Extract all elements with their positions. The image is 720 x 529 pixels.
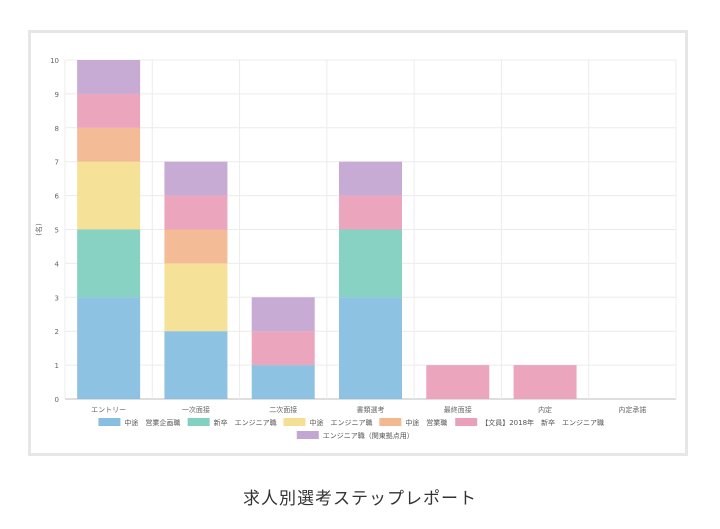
bar-segment bbox=[164, 263, 228, 332]
bar-segment bbox=[513, 365, 577, 399]
legend-swatch bbox=[455, 418, 478, 426]
bar-segment bbox=[339, 195, 402, 230]
y-tick-label: 3 bbox=[55, 294, 59, 302]
bar-segment bbox=[251, 365, 315, 399]
legend-label: 【文員】2018年 新卒 エンジニア職 bbox=[481, 418, 604, 427]
bars bbox=[77, 60, 577, 399]
y-tick-label: 5 bbox=[55, 227, 59, 235]
legend-label: 中途 営業職 bbox=[405, 418, 447, 427]
legend-swatch bbox=[98, 418, 121, 426]
legend-swatch bbox=[296, 431, 319, 439]
legend-label: 中途 エンジニア職 bbox=[309, 418, 372, 427]
y-tick-label: 7 bbox=[55, 159, 59, 167]
x-tick-label: 二次面接 bbox=[269, 405, 297, 414]
bar-segment bbox=[164, 331, 228, 399]
legend-swatch bbox=[187, 418, 210, 426]
legend-label: 新卒 エンジニア職 bbox=[214, 418, 277, 427]
page-caption: 求人別選考ステップレポート bbox=[243, 489, 477, 509]
y-tick-label: 8 bbox=[55, 125, 59, 133]
bar-segment bbox=[164, 229, 228, 264]
legend: 中途 営業企画職 新卒 エンジニア職 中途 エンジニア職 中途 営業職 【文員】2018… bbox=[98, 418, 604, 440]
bar-segment bbox=[426, 365, 490, 399]
bar-segment bbox=[251, 297, 315, 332]
bar-segment bbox=[77, 229, 141, 298]
bar-segment bbox=[339, 161, 402, 196]
y-tick-label: 1 bbox=[55, 362, 59, 370]
legend-label: 中途 営業企画職 bbox=[124, 418, 180, 427]
bar-segment bbox=[77, 60, 141, 94]
bar-segment bbox=[77, 127, 141, 162]
legend-swatch bbox=[379, 418, 402, 426]
y-tick-label: 4 bbox=[55, 260, 60, 268]
legend-label: エンジニア職（関東拠点用） bbox=[323, 431, 414, 440]
x-tick-label: 内定 bbox=[538, 405, 552, 414]
x-tick-label: 内定承諾 bbox=[618, 405, 646, 414]
bar-segment bbox=[77, 93, 141, 128]
bar-segment bbox=[164, 161, 228, 196]
axes: 0 1 2 3 4 5 6 7 8 9 10 エントリー 一次面接 二次面接 書類選考 最終面接 内定 内定承諾 bbox=[50, 57, 646, 414]
bar-segment bbox=[339, 229, 402, 298]
y-axis-label: (名) bbox=[34, 223, 43, 236]
y-tick-label: 0 bbox=[55, 396, 59, 404]
x-tick-label: 書類選考 bbox=[357, 405, 385, 414]
bar-segment bbox=[339, 297, 402, 399]
bar-segment bbox=[77, 161, 141, 230]
x-tick-label: 一次面接 bbox=[182, 405, 210, 414]
y-tick-label: 9 bbox=[55, 91, 59, 99]
bar-segment bbox=[164, 195, 228, 230]
x-tick-label: 最終面接 bbox=[444, 405, 472, 414]
bar-segment bbox=[77, 297, 141, 399]
bar-segment bbox=[251, 331, 315, 366]
y-tick-label: 2 bbox=[55, 328, 59, 336]
chart-card: 0 1 2 3 4 5 6 7 8 9 10 エントリー 一次面接 二次面接 書類選考 最終面接 内定 内定承諾 … bbox=[28, 30, 688, 456]
legend-swatch bbox=[283, 418, 306, 426]
x-tick-label: エントリー bbox=[91, 406, 126, 414]
y-tick-label: 10 bbox=[50, 57, 59, 65]
y-tick-label: 6 bbox=[55, 193, 60, 201]
